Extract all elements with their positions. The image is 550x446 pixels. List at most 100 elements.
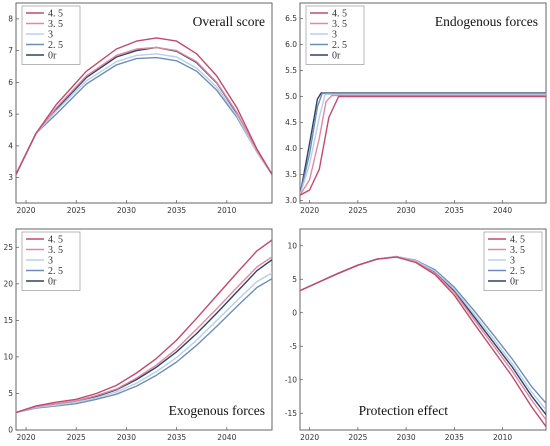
x-tick-label: 2035 xyxy=(167,206,186,215)
series-group xyxy=(16,239,272,414)
x-tick-label: 2030 xyxy=(117,206,136,215)
legend-box xyxy=(483,231,543,291)
series-line-0r xyxy=(300,92,546,196)
legend: 4. 53. 532. 50r xyxy=(305,5,365,65)
series-line-3 xyxy=(16,53,272,175)
x-tick-label: 2030 xyxy=(397,433,416,442)
x-tick-label: 2025 xyxy=(348,433,367,442)
y-ticks: 0 5 10 15 20 25 xyxy=(3,243,19,435)
x-ticks: 2020 2025 2030 2035 2040 xyxy=(300,200,512,215)
legend-label: 4. 5 xyxy=(510,234,525,245)
y-tick-label: 25 xyxy=(3,243,13,252)
legend: 4. 53. 532. 50r xyxy=(21,231,81,291)
series-line-4-5 xyxy=(300,95,546,196)
y-tick-label: 6.0 xyxy=(285,40,297,49)
y-tick-label: 5.0 xyxy=(285,92,297,101)
plot-frame xyxy=(299,2,547,204)
legend-label: 3. 5 xyxy=(510,245,525,256)
legend-label: 2. 5 xyxy=(48,266,63,277)
y-tick-label: 0 xyxy=(292,308,297,317)
series-line-4-5 xyxy=(16,37,272,175)
legend-label: 3 xyxy=(510,255,515,266)
y-tick-label: 3.5 xyxy=(285,170,297,179)
legend-label: 2. 5 xyxy=(332,40,347,51)
legend-label: 2. 5 xyxy=(48,40,63,51)
y-tick-label: 10 xyxy=(287,241,297,250)
chart-title: Endogenous forces xyxy=(435,14,538,29)
legend: 4. 53. 532. 50r xyxy=(483,231,543,291)
y-ticks: -15 -10 -5 0 5 10 xyxy=(285,241,303,418)
y-tick-label: -10 xyxy=(285,375,297,384)
x-tick-label: 2030 xyxy=(117,433,136,442)
x-tick-label: 2025 xyxy=(67,433,86,442)
x-tick-label: 2025 xyxy=(67,206,86,215)
series-line-3 xyxy=(300,93,546,196)
plot-frame xyxy=(15,228,273,431)
series-group xyxy=(16,37,272,175)
legend-label: 3. 5 xyxy=(48,245,63,256)
y-tick-label: 5.5 xyxy=(285,66,297,75)
y-tick-label: 3.0 xyxy=(285,196,297,205)
legend: 4. 53. 532. 50r xyxy=(21,5,81,65)
legend-label: 2. 5 xyxy=(510,266,525,277)
panel-protection-effect: -15 -10 -5 0 5 10 2020 2025 2030 2035 2010 Protec… xyxy=(285,228,547,442)
y-tick-label: 3 xyxy=(8,173,13,182)
plot-frame xyxy=(299,228,547,431)
series-line-4-5 xyxy=(16,239,272,414)
x-tick-label: 2010 xyxy=(493,433,512,442)
series-line-2-5 xyxy=(300,92,546,196)
x-tick-label: 2020 xyxy=(16,433,35,442)
y-tick-label: 6 xyxy=(8,78,13,87)
y-tick-label: 5 xyxy=(8,110,13,119)
series-line-2-5 xyxy=(16,278,272,414)
y-tick-label: -5 xyxy=(290,342,298,351)
y-tick-label: 7 xyxy=(8,46,13,55)
series-group xyxy=(300,255,546,428)
x-tick-label: 2010 xyxy=(217,206,236,215)
legend-label: 4. 5 xyxy=(48,8,63,19)
x-tick-label: 2035 xyxy=(167,433,186,442)
x-ticks: 2020 2025 2030 2035 2040 xyxy=(16,427,237,442)
plot-frame xyxy=(15,2,273,204)
legend-label: 3 xyxy=(332,29,337,40)
chart-title: Exogenous forces xyxy=(169,403,265,418)
x-tick-label: 2020 xyxy=(300,206,319,215)
legend-label: 3. 5 xyxy=(332,19,347,30)
chart-title: Overall score xyxy=(193,14,265,29)
legend-label: 3 xyxy=(48,255,53,266)
series-group xyxy=(300,92,546,196)
y-tick-label: 4.5 xyxy=(285,118,297,127)
series-line-3-5 xyxy=(16,256,272,414)
x-tick-label: 2040 xyxy=(493,206,512,215)
y-tick-label: 4.0 xyxy=(285,144,297,153)
y-tick-label: 5 xyxy=(8,389,13,398)
x-tick-label: 2040 xyxy=(217,433,236,442)
series-line-3-5 xyxy=(16,46,272,175)
y-tick-label: 10 xyxy=(3,353,13,362)
x-tick-label: 2020 xyxy=(300,433,319,442)
panel-endogenous-forces: 3.0 3.5 4.0 4.5 5.0 5.5 6.0 6.5 2020 2025 2030 203… xyxy=(285,2,547,215)
x-tick-label: 2030 xyxy=(397,206,416,215)
series-line-2-5 xyxy=(16,56,272,175)
legend-label: 0r xyxy=(510,276,519,287)
y-tick-label: 15 xyxy=(3,316,13,325)
y-tick-label: 6.5 xyxy=(285,14,297,23)
series-line-3 xyxy=(16,272,272,414)
y-tick-label: -15 xyxy=(285,409,297,418)
x-tick-label: 2035 xyxy=(445,433,464,442)
legend-label: 3 xyxy=(48,29,53,40)
legend-label: 3. 5 xyxy=(48,19,63,30)
chart-title: Protection effect xyxy=(359,403,449,418)
y-tick-label: 5 xyxy=(292,275,297,284)
legend-label: 0r xyxy=(48,50,57,61)
x-tick-label: 2025 xyxy=(348,206,367,215)
series-line-3-5 xyxy=(300,94,546,196)
series-line-4-5 xyxy=(300,256,546,428)
legend-label: 4. 5 xyxy=(332,8,347,19)
x-tick-label: 2020 xyxy=(16,206,35,215)
y-ticks: 3.0 3.5 4.0 4.5 5.0 5.5 6.0 6.5 xyxy=(285,14,303,205)
y-ticks: 3 4 5 6 7 8 xyxy=(8,14,19,182)
y-tick-label: 4 xyxy=(8,141,13,150)
